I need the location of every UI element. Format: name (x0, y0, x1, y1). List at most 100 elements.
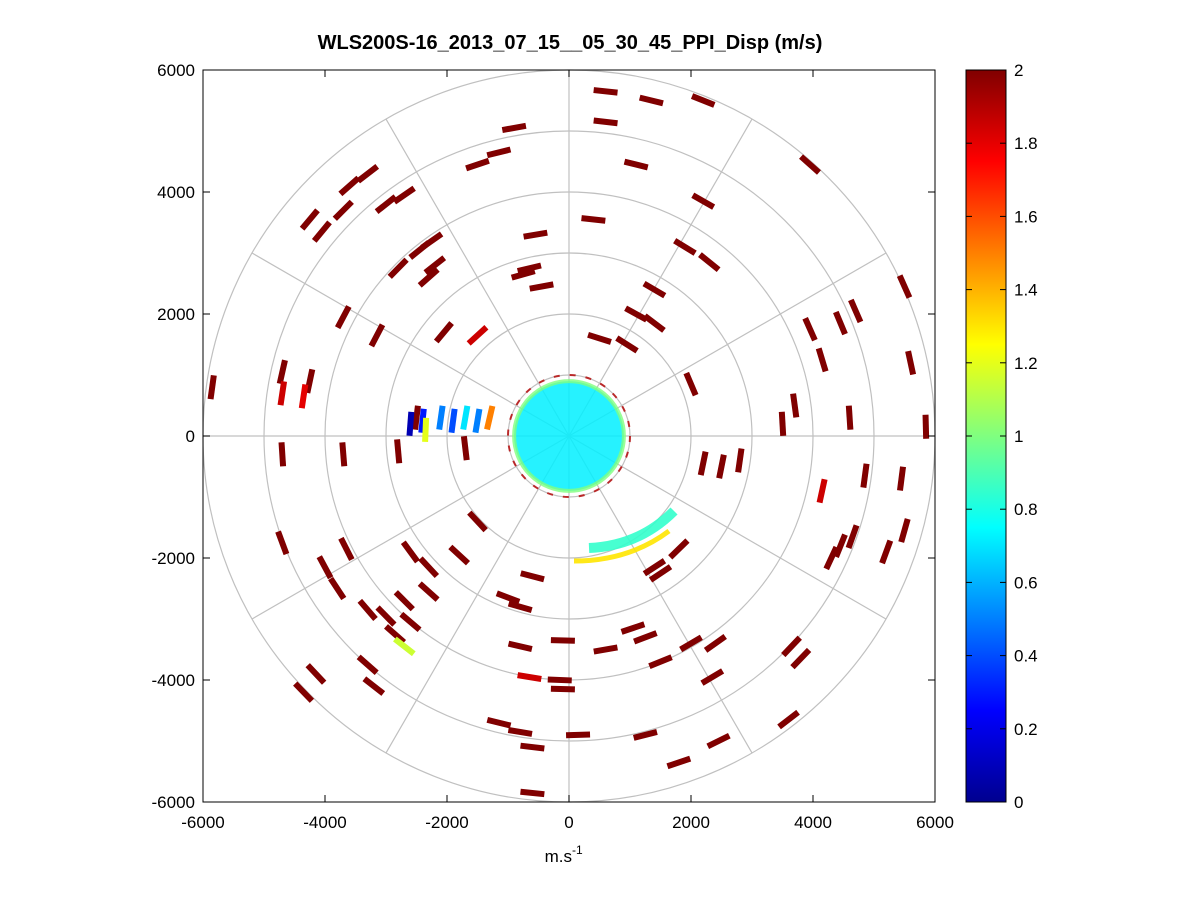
data-point (408, 240, 431, 260)
data-point (507, 600, 533, 613)
data-point (703, 634, 727, 653)
x-axis-label: m.s (545, 847, 572, 866)
data-point (356, 654, 379, 676)
data-point (387, 257, 409, 279)
data-point (581, 215, 606, 224)
data-point (777, 709, 800, 730)
data-point (623, 158, 649, 171)
data-point (523, 229, 548, 240)
data-point (299, 208, 320, 231)
data-point (375, 605, 397, 627)
data-point (642, 280, 667, 299)
x-tick-label: -6000 (181, 813, 224, 832)
data-point (516, 262, 542, 274)
data-point (495, 590, 521, 605)
data-point (624, 305, 649, 323)
data-points (207, 87, 930, 798)
x-tick-label: -2000 (425, 813, 468, 832)
data-point (448, 408, 458, 434)
data-point (393, 590, 415, 612)
data-point (472, 408, 483, 434)
data-point (615, 335, 639, 354)
data-point (507, 727, 533, 737)
data-point (860, 463, 870, 488)
data-point (666, 755, 692, 770)
data-point (316, 555, 334, 580)
near-range-outer (507, 374, 631, 498)
x-tick-label: -4000 (303, 813, 346, 832)
data-point (362, 676, 386, 696)
data-point (922, 414, 930, 439)
colorbar-ticks: 0 0.2 0.4 0.6 0.8 1 1.2 1.4 1.6 1.8 2 (966, 61, 1038, 812)
data-point (706, 733, 731, 749)
polar-spoke (385, 118, 570, 437)
data-point (423, 255, 447, 275)
data-point (802, 317, 818, 342)
y-tick-label: -2000 (152, 549, 195, 568)
data-point (845, 405, 854, 430)
data-point (417, 267, 440, 288)
data-point (520, 570, 545, 583)
x-tick-label: 4000 (794, 813, 832, 832)
colorbar-tick-label: 0.2 (1014, 720, 1038, 739)
data-point (550, 637, 575, 644)
data-point (799, 154, 821, 175)
data-point (520, 742, 545, 752)
colorbar-tick-label: 1.2 (1014, 354, 1038, 373)
data-point (668, 538, 690, 560)
colorbar-tick-label: 0.4 (1014, 647, 1038, 666)
data-point (460, 405, 471, 431)
data-point (648, 654, 673, 669)
data-point (550, 685, 575, 693)
data-point (790, 647, 812, 670)
data-point (406, 411, 415, 436)
colorbar-tick-label: 0.6 (1014, 573, 1038, 592)
data-point (339, 442, 348, 467)
data-point (433, 321, 454, 344)
data-point (392, 185, 416, 205)
data-point (845, 524, 860, 549)
data-point (328, 576, 347, 601)
data-point (781, 635, 802, 658)
data-point (277, 380, 288, 406)
near-range-edge (512, 379, 626, 493)
data-point (691, 192, 716, 210)
data-point (529, 281, 554, 292)
polar-spoke (251, 252, 570, 437)
colorbar-tick-label: 1 (1014, 427, 1023, 446)
data-point (422, 417, 430, 442)
data-point (305, 663, 327, 685)
colorbar (965, 69, 1007, 803)
data-point (638, 94, 664, 107)
data-point (679, 634, 703, 653)
data-point (848, 298, 864, 324)
data-point (898, 518, 911, 543)
data-point (466, 325, 489, 346)
data-point (507, 640, 533, 652)
data-point (547, 676, 572, 684)
data-point (698, 252, 721, 273)
data-point (816, 478, 828, 504)
data-point (879, 539, 894, 565)
near-range-arc-2 (573, 528, 671, 564)
data-point (338, 536, 355, 562)
data-point (465, 157, 490, 172)
data-point (356, 164, 380, 184)
data-point (673, 238, 697, 256)
data-point (790, 393, 800, 418)
data-point (335, 305, 352, 330)
data-point (460, 435, 470, 461)
data-point (642, 313, 666, 333)
data-point (517, 672, 542, 682)
y-tick-label: 6000 (157, 61, 195, 80)
data-point (593, 644, 618, 655)
x-tick-label: 6000 (916, 813, 954, 832)
data-point (520, 788, 545, 798)
x-axis-label-superscript: -1 (572, 843, 583, 857)
data-point (633, 630, 658, 645)
colorbar-tick-label: 1.6 (1014, 207, 1038, 226)
data-point (207, 374, 217, 400)
y-tick-label: -6000 (152, 793, 195, 812)
data-point (486, 716, 512, 729)
polar-spoke (568, 118, 753, 437)
